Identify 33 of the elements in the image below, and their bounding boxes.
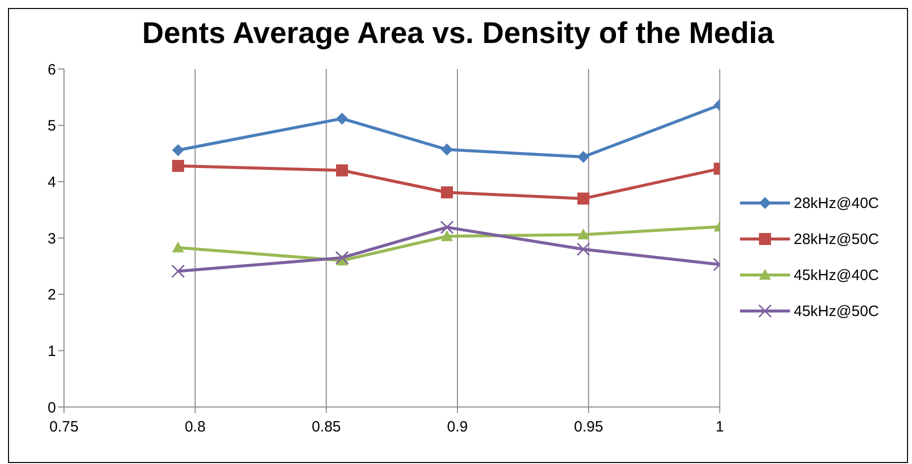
point	[440, 220, 454, 234]
point	[171, 264, 185, 278]
point	[336, 164, 348, 176]
x-tick-label: 0.75	[49, 418, 79, 436]
x-tick-label: 1	[716, 418, 724, 436]
point	[172, 160, 184, 172]
point	[440, 186, 453, 198]
point	[440, 144, 453, 156]
point	[172, 242, 184, 252]
y-tick-label: 1	[48, 342, 56, 360]
y-tick-label: 0	[48, 399, 56, 416]
y-tick-label: 6	[48, 61, 56, 78]
x-tick-label: 0.9	[447, 418, 468, 436]
y-tick-label: 5	[48, 118, 56, 135]
legend-label: 45kHz@50C	[794, 302, 879, 320]
point	[576, 242, 590, 256]
point	[577, 192, 590, 205]
y-tick-label: 3	[48, 230, 56, 248]
point	[577, 228, 590, 240]
x-tick-label: 0.95	[574, 418, 604, 436]
point	[172, 144, 184, 156]
y-tick-label: 2	[48, 286, 56, 304]
point	[577, 150, 590, 163]
x-tick-label: 0.85	[312, 418, 341, 436]
chart-title: Dents Average Area vs. Density of the Media	[141, 17, 776, 52]
y-tick-label: 4	[48, 174, 56, 191]
point	[336, 112, 348, 125]
point	[335, 250, 349, 264]
legend-label: 28kHz@40C	[794, 194, 879, 212]
legend-label: 28kHz@50C	[794, 230, 879, 248]
x-tick-label: 0.8	[184, 418, 206, 436]
point	[440, 230, 453, 242]
legend-label: 45kHz@40C	[794, 266, 879, 284]
